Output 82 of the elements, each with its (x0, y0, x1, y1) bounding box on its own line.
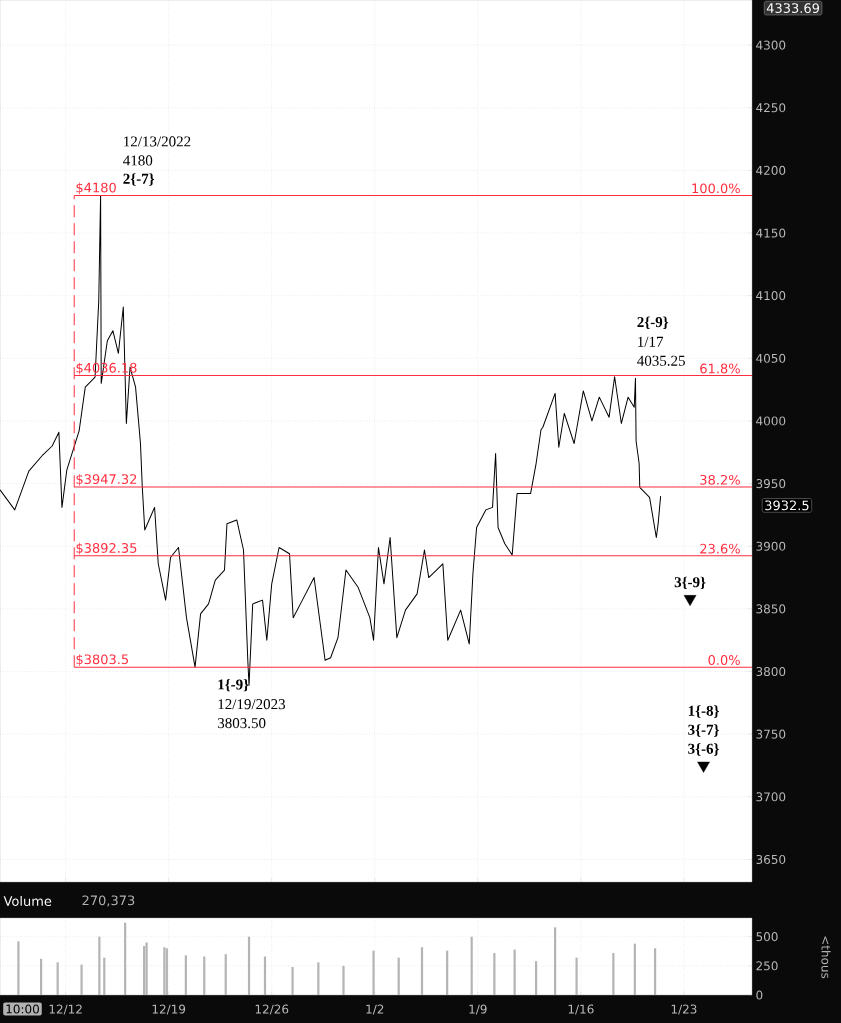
y-tick-label: 3750 (756, 729, 786, 739)
annotation: 3803.50 (217, 718, 266, 729)
y-axis-title: <thous (821, 936, 831, 979)
annotation: 1{-9} (218, 678, 249, 692)
x-tick-label: 1/16 (568, 1004, 594, 1015)
y-tick-label: 4200 (756, 165, 786, 175)
bar (342, 965, 345, 995)
x-tick-label: 1/23 (671, 1004, 697, 1015)
y-tick-label: 0 (756, 990, 763, 1000)
annotation: 12/13/2022 (124, 136, 191, 147)
bar (17, 941, 20, 995)
annotation: 4180 (123, 155, 153, 166)
x-tick-label: 1/9 (469, 1004, 487, 1015)
bar (612, 953, 615, 995)
bar (420, 947, 424, 995)
x-tick-label: 12/26 (255, 1004, 289, 1015)
x-tick-label: 12/12 (49, 1004, 82, 1015)
bar (317, 962, 320, 995)
annotation: 2{-9} (637, 316, 669, 329)
bar (291, 967, 294, 995)
x-tick-label: 12/19 (152, 1004, 186, 1015)
y-tick-label: 3900 (756, 541, 786, 551)
bar (56, 962, 59, 995)
annotation: 0.0% (708, 655, 740, 665)
y-tick-label: 4050 (756, 353, 786, 363)
chart-title: Volume (3, 895, 52, 907)
text: 10:00 (6, 1004, 39, 1014)
bar (224, 954, 227, 995)
annotation: 100.0% (692, 183, 740, 194)
bar (40, 958, 43, 995)
bar (247, 936, 251, 995)
bar (513, 949, 516, 995)
annotation: 61.8% (700, 363, 740, 374)
bar (554, 927, 557, 995)
annotation: 2{-7} (123, 173, 155, 186)
annotation: 3{-9} (674, 576, 706, 590)
bar (263, 956, 267, 995)
bar (203, 956, 206, 995)
ref-line-label: $4180 (76, 182, 116, 195)
annotation: 3{-7} (688, 724, 719, 737)
bar (124, 922, 127, 995)
bar (493, 953, 496, 995)
y-tick-label: 3800 (756, 666, 786, 677)
annotation: 1{-8} (688, 705, 719, 718)
bar (184, 955, 187, 995)
y-tick-label: 4100 (756, 291, 786, 301)
annotation: 1/17 (638, 336, 664, 347)
bar (534, 961, 538, 995)
y-tick-label: 250 (756, 961, 778, 971)
y-tick-label: 4150 (756, 228, 786, 238)
annotation: 12/19/2023 (218, 699, 286, 710)
x-tick-label: 1/2 (366, 1004, 384, 1015)
annotation: 4035.25 (637, 355, 685, 366)
ref-line-label: $3892.35 (76, 542, 137, 555)
annotation: 38.2% (700, 474, 740, 485)
y-tick-label: 4250 (756, 103, 786, 113)
bar (575, 957, 578, 995)
y-tick-label: 3650 (756, 854, 786, 864)
bar (98, 936, 101, 995)
annotation: 23.6% (700, 543, 740, 554)
annotation: 3{-6} (688, 743, 719, 756)
bar (145, 942, 148, 995)
y-tick-label: 3950 (756, 479, 786, 489)
y-tick-label: 3850 (756, 604, 786, 614)
y-tick-label: 500 (756, 932, 778, 942)
text: 3932.5 (765, 500, 809, 511)
ref-line-label: $3947.32 (76, 473, 137, 486)
ref-line-label: $3803.5 (76, 654, 129, 666)
bar (446, 950, 449, 995)
bar (372, 950, 375, 995)
text: 4333.69 (766, 3, 820, 14)
y-tick-label: 4000 (756, 416, 786, 426)
bar (653, 948, 657, 995)
bar (80, 964, 83, 995)
y-tick-label: 3700 (756, 792, 786, 802)
text: 270,373 (82, 895, 135, 907)
y-tick-label: 4300 (756, 40, 786, 50)
bar (103, 957, 106, 995)
bar (633, 943, 636, 995)
bar (143, 946, 146, 995)
bar (470, 936, 473, 995)
bar (397, 957, 400, 995)
